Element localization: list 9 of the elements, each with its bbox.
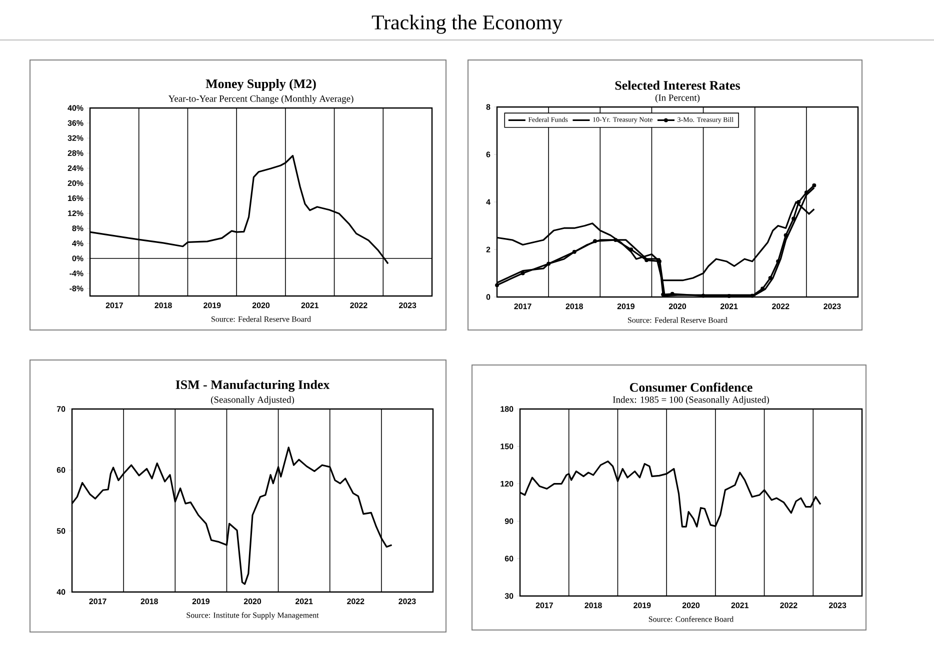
chart-subtitle: Year-to-Year Percent Change (Monthly Average) <box>168 95 354 104</box>
chart-subtitle: (Seasonally Adjusted) <box>211 396 294 405</box>
chart-subtitle: Index: 1985 = 100 (Seasonally Adjusted) <box>612 396 769 405</box>
chart-title: ISM - Manufacturing Index <box>176 380 330 392</box>
chart-title: Money Supply (M2) <box>206 79 316 91</box>
chart-subtitle: (In Percent) <box>655 94 700 103</box>
chart-title: Consumer Confidence <box>630 382 752 392</box>
text: Tracking the Economy <box>372 14 562 34</box>
chart-title: Selected Interest Rates <box>615 80 740 90</box>
